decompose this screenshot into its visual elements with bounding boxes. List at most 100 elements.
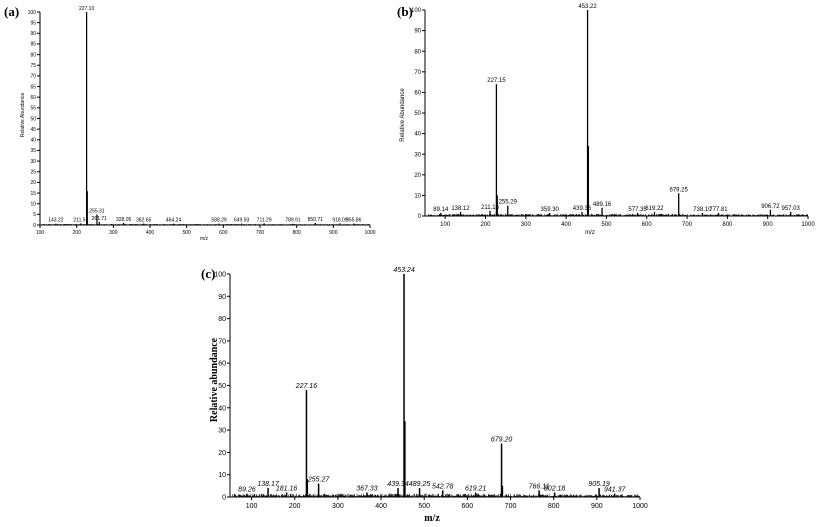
x-axis-label: m/z [585,230,595,236]
y-axis-label: Relative Abundance [400,88,406,142]
y-tick-label: 100 [411,8,422,14]
y-tick-label: 30 [30,159,36,165]
y-tick-label: 90 [414,29,421,35]
peak-label: 255.27 [307,477,331,484]
peak-label: 679.25 [670,187,689,193]
peak-label: 906.72 [761,204,780,210]
y-tick-label: 35 [30,148,36,154]
y-tick-label: 60 [30,95,36,101]
x-axis-label: m/z [200,236,209,242]
x-tick-label: 400 [146,230,155,236]
peak-label: 255.31 [89,208,105,214]
peak-label: 464.24 [166,218,182,224]
peak-label: 918.09 [332,217,348,223]
x-tick-label: 500 [418,503,430,510]
x-tick-label: 200 [72,230,81,236]
peak-label: 181.16 [276,486,298,493]
y-tick-label: 15 [30,191,36,197]
peak-label: 211.51 [73,217,88,223]
peak-label: 143.22 [48,218,64,224]
y-tick-label: 40 [414,132,421,138]
x-tick-label: 700 [682,222,693,228]
baseline-noise [41,224,371,225]
peak-label: 649.93 [234,218,250,224]
panel-letter: (b) [397,4,413,19]
peak-label: 588.29 [211,218,227,224]
peak-label: 382.65 [136,218,152,224]
x-tick-label: 800 [292,230,301,236]
x-axis-label: m/z [424,513,440,524]
y-tick-label: 95 [30,20,36,26]
y-tick-label: 55 [30,106,36,112]
x-tick-label: 200 [289,503,301,510]
x-tick-label: 900 [329,230,338,236]
x-tick-label: 300 [332,503,344,510]
peak-label: 489.16 [593,202,612,208]
x-tick-label: 400 [561,222,572,228]
x-tick-label: 700 [505,503,517,510]
y-tick-label: 30 [218,428,226,435]
y-tick-label: 10 [30,201,36,207]
y-axis-label: Relative Abundance [20,93,26,138]
peak-label: 577.35 [628,207,647,213]
y-tick-label: 25 [30,170,36,176]
peak-label: 955.86 [346,218,362,224]
baseline-noise [231,493,640,497]
peak-label: 261.71 [92,216,108,222]
x-tick-label: 300 [521,222,532,228]
y-tick-label: 30 [414,152,421,158]
y-tick-label: 50 [218,383,226,390]
peak-label: 957.03 [781,206,800,212]
x-tick-label: 100 [440,222,451,228]
peak-label: 941.37 [604,487,627,494]
peak-label: 489.25 [409,481,431,488]
y-tick-label: 20 [218,450,226,457]
y-tick-label: 65 [30,84,36,90]
x-tick-label: 400 [375,503,387,510]
peak-label: 89.14 [433,207,449,213]
peak-label: 777.81 [709,207,728,213]
x-tick-label: 100 [36,230,45,236]
x-tick-label: 800 [548,503,560,510]
peak-label: 439.34 [387,481,409,488]
peak-label: 359.30 [541,207,560,213]
peak-label: 453.22 [578,4,597,10]
y-tick-label: 75 [30,63,36,69]
y-tick-label: 10 [414,194,421,200]
peak-label: 542.78 [432,483,454,490]
y-tick-label: 40 [218,405,226,412]
panel-letter: (c) [201,266,215,281]
y-tick-label: 85 [30,42,36,48]
y-tick-label: 80 [414,49,421,55]
peak-label: 619.21 [465,486,487,493]
peak-label: 679.20 [491,436,513,443]
peak-label: 367.33 [356,486,378,493]
x-tick-label: 500 [601,222,612,228]
y-tick-label: 50 [30,116,36,122]
peak-label: 89.26 [238,487,256,494]
y-tick-label: 0 [33,223,36,229]
x-tick-label: 300 [109,230,118,236]
chart-panel-2: (b)100 200 300 400 500 600 700 800 900 1000010203… [397,4,815,236]
x-tick-label: 600 [219,230,228,236]
peak-label: 802.18 [544,486,566,493]
x-tick-label: 500 [182,230,191,236]
x-tick-label: 600 [462,503,474,510]
x-tick-label: 600 [642,222,653,228]
y-tick-label: 80 [30,52,36,58]
y-tick-label: 20 [414,173,421,179]
y-tick-label: 60 [414,91,421,97]
x-tick-label: 800 [722,222,733,228]
peak-label: 211.16 [481,205,500,211]
peak-label: 439.36 [573,206,592,212]
peak-label: 789.91 [285,218,301,224]
peak-label: 255.29 [499,200,518,206]
y-tick-label: 40 [30,138,36,144]
x-tick-label: 900 [763,222,774,228]
peak-label: 227.15 [487,78,506,84]
y-tick-label: 0 [418,214,422,220]
y-tick-label: 5 [33,212,36,218]
peak-label: 138.17 [257,481,280,488]
y-tick-label: 90 [30,31,36,37]
